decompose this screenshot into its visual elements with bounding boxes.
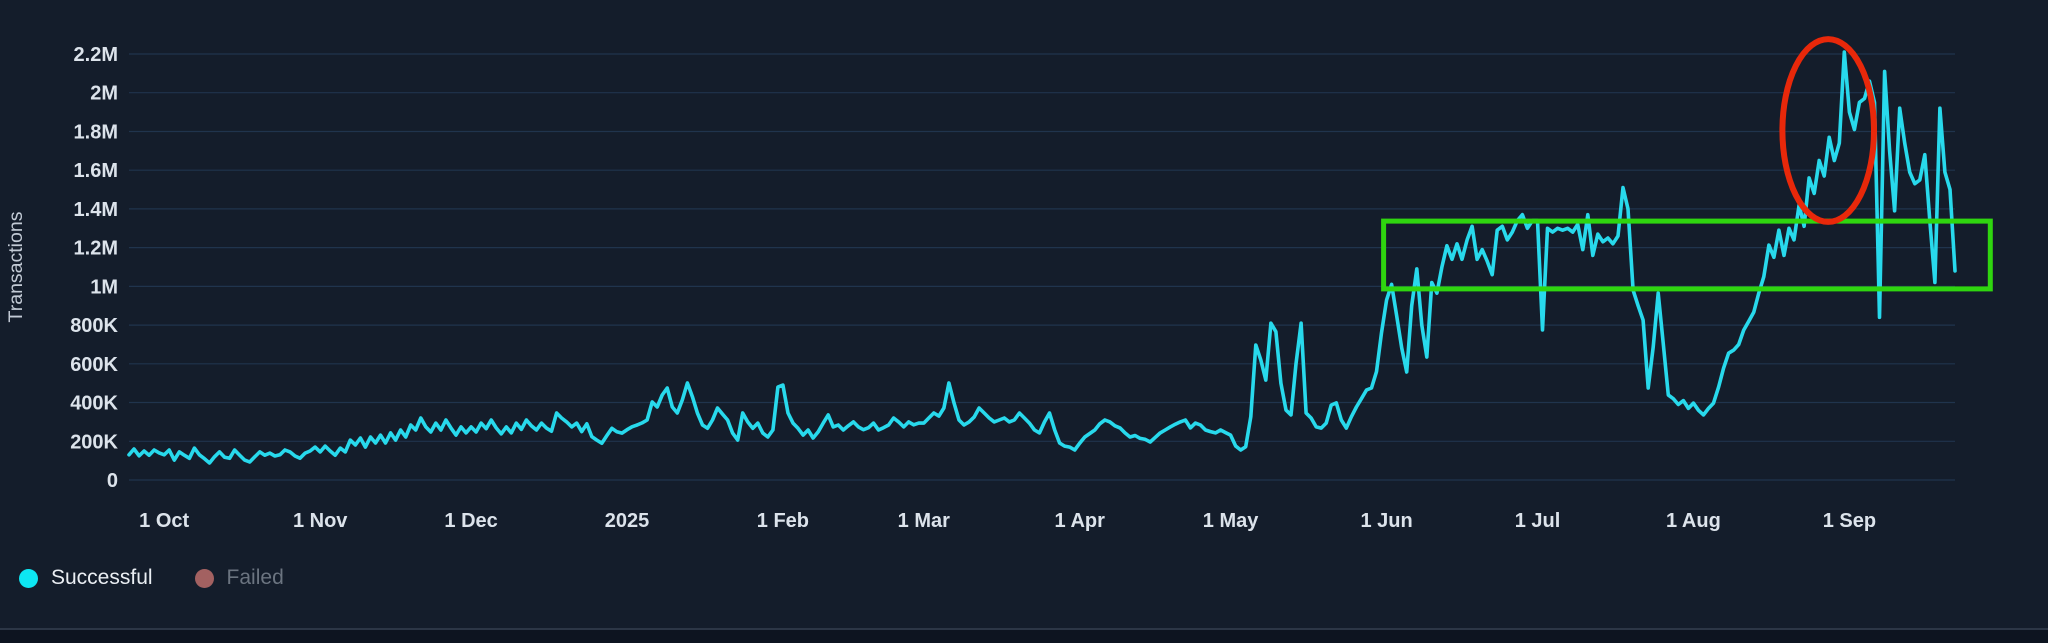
- y-tick-label: 1.4M: [74, 199, 118, 221]
- annotation-highlight-rect: [1381, 218, 1993, 292]
- y-tick-label: 1.6M: [74, 160, 118, 182]
- y-tick-label: 1M: [90, 276, 118, 298]
- x-tick-label: 1 Apr: [1055, 510, 1106, 532]
- legend-item-label: Successful: [51, 566, 153, 589]
- series-line-successful: [127, 50, 1957, 465]
- y-tick-label: 2.2M: [74, 44, 118, 66]
- x-tick-label: 1 Jul: [1515, 510, 1561, 532]
- chart-legend: Successful Failed: [19, 567, 284, 589]
- y-tick-label: 800K: [70, 315, 118, 337]
- y-tick-label: 1.8M: [74, 121, 118, 143]
- y-tick-label: 400K: [70, 393, 118, 415]
- y-axis-title: Transactions: [5, 211, 27, 322]
- y-tick-label: 200K: [70, 431, 118, 453]
- x-tick-label: 1 Jun: [1360, 510, 1412, 532]
- x-tick-label: 1 Dec: [444, 510, 497, 532]
- x-tick-label: 1 May: [1203, 510, 1259, 532]
- x-tick-label: 1 Aug: [1666, 510, 1721, 532]
- x-tick-label: 1 Nov: [293, 510, 348, 532]
- x-tick-label: 1 Sep: [1823, 510, 1876, 532]
- y-grid: [129, 53, 1955, 481]
- x-tick-label: 1 Mar: [898, 510, 950, 532]
- y-tick-label: 1.2M: [74, 238, 118, 260]
- x-tick-label: 1 Oct: [139, 510, 189, 532]
- y-tick-label: 0: [107, 470, 118, 492]
- x-axis-tick-labels: 1 Oct 1 Nov 1 Dec 2025 1 Feb 1 Mar 1 Apr 1 May 1…: [139, 510, 1876, 532]
- x-tick-label: 1 Feb: [757, 510, 809, 532]
- transactions-chart[interactable]: 0 200K 400K 600K 800K 1M 1.2M 1.4M 1.6M 1.8M 2M 2.2…: [0, 0, 2048, 560]
- x-tick-label: 2025: [605, 510, 650, 532]
- panel-divider: [0, 628, 2048, 630]
- annotation-circle: [1779, 36, 1877, 225]
- y-tick-label: 2M: [90, 83, 118, 105]
- bottom-panel-edge: [0, 630, 2048, 643]
- successful-series-dot-icon: [19, 568, 38, 588]
- y-tick-label: 600K: [70, 354, 118, 376]
- legend-item-failed[interactable]: Failed: [194, 566, 284, 589]
- legend-item-successful[interactable]: Successful: [19, 567, 153, 589]
- legend-item-label: Failed: [226, 566, 284, 589]
- y-axis-tick-labels: 0 200K 400K 600K 800K 1M 1.2M 1.4M 1.6M 1.8M 2M 2.2…: [70, 44, 118, 492]
- failed-series-dot-icon: [194, 568, 214, 588]
